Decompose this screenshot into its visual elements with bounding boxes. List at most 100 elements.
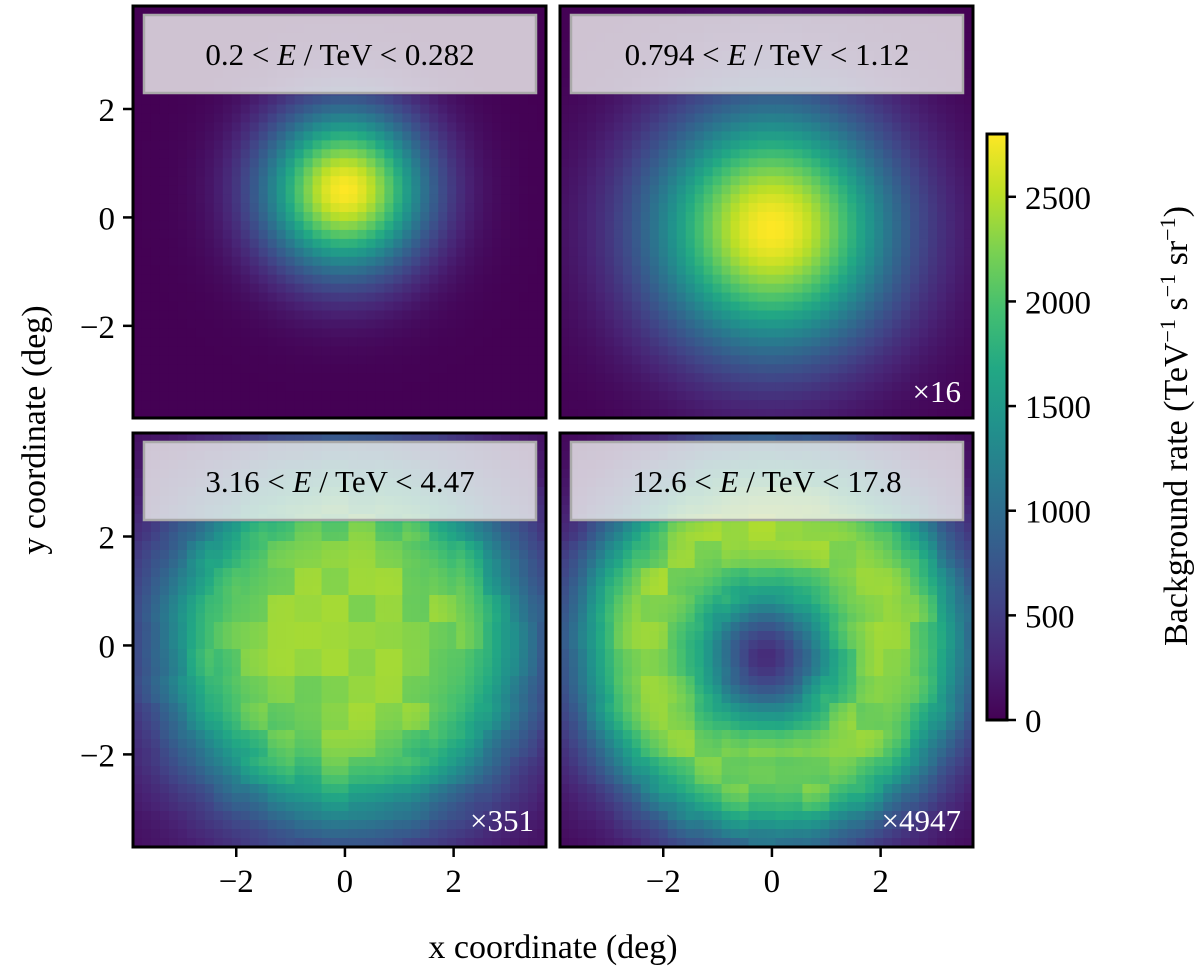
heatmap-cell: [456, 301, 466, 312]
heatmap-cell: [303, 247, 314, 258]
heatmap-cell: [204, 757, 215, 767]
heatmap-cell: [222, 577, 233, 587]
heatmap-cell: [883, 167, 893, 177]
heatmap-cell: [811, 319, 821, 330]
heatmap-cell: [141, 301, 152, 312]
heatmap-cell: [892, 355, 902, 365]
heatmap-cell: [231, 613, 242, 623]
heatmap-cell: [528, 328, 538, 338]
heatmap-cell: [474, 122, 484, 132]
heatmap-cell: [186, 712, 197, 722]
heatmap-cell: [267, 364, 278, 374]
heatmap-cell: [213, 775, 224, 785]
heatmap-cell: [150, 122, 161, 132]
heatmap-cell: [133, 32, 143, 43]
heatmap-cell: [159, 658, 170, 668]
heatmap-cell: [177, 122, 188, 132]
heatmap-cell: [829, 274, 839, 285]
heatmap-cell: [276, 131, 287, 141]
heatmap-cell: [141, 757, 152, 767]
heatmap-cell: [339, 328, 350, 338]
heatmap-cell: [267, 274, 278, 285]
heatmap-cell: [847, 328, 857, 338]
heatmap-cell: [577, 382, 588, 392]
heatmap-cell: [168, 613, 179, 623]
heatmap-cell: [240, 550, 251, 560]
heatmap-cell: [811, 382, 821, 392]
heatmap-cell: [150, 622, 161, 632]
heatmap-cell: [793, 140, 804, 150]
heatmap-cell: [946, 256, 956, 267]
heatmap-cell: [240, 721, 251, 731]
heatmap-cell: [384, 346, 394, 356]
heatmap-cell: [393, 185, 403, 195]
heatmap-cell: [348, 373, 359, 383]
heatmap-cell: [649, 337, 660, 347]
heatmap-cell: [604, 185, 615, 195]
heatmap-cell: [339, 355, 350, 365]
heatmap-cell: [937, 310, 947, 321]
heatmap-cell: [622, 373, 633, 383]
heatmap-cell: [595, 229, 606, 240]
heatmap-cell: [231, 649, 242, 659]
heatmap-cell: [204, 95, 215, 106]
heatmap-cell: [613, 346, 624, 356]
heatmap-cell: [640, 310, 651, 321]
heatmap-cell: [528, 140, 538, 150]
heatmap-cell: [703, 167, 714, 177]
heatmap-cell: [159, 364, 170, 374]
heatmap-cell: [560, 68, 570, 79]
heatmap-cell: [847, 140, 857, 150]
heatmap-cell: [267, 265, 278, 276]
heatmap-cell: [829, 220, 839, 231]
heatmap-cell: [267, 685, 278, 695]
heatmap-cell: [892, 113, 902, 124]
heatmap-cell: [150, 640, 161, 650]
heatmap-cell: [240, 355, 251, 365]
heatmap-cell: [631, 140, 642, 150]
heatmap-cell: [321, 158, 332, 168]
heatmap-cell: [901, 256, 911, 267]
heatmap-cell: [919, 176, 929, 186]
heatmap-cell: [537, 391, 546, 401]
heatmap-cell: [622, 194, 633, 204]
heatmap-cell: [168, 283, 179, 294]
heatmap-cell: [133, 757, 143, 767]
heatmap-cell: [910, 310, 920, 321]
heatmap-cell: [919, 265, 929, 276]
heatmap-cell: [384, 391, 394, 401]
heatmap-cell: [703, 194, 714, 204]
heatmap-cell: [604, 131, 615, 141]
heatmap-cell: [622, 229, 633, 240]
heatmap-cell: [793, 212, 804, 222]
heatmap-cell: [411, 113, 421, 124]
heatmap-cell: [168, 346, 179, 356]
heatmap-cell: [874, 6, 884, 16]
heatmap-cell: [820, 229, 830, 240]
heatmap-cell: [267, 757, 278, 767]
heatmap-cell: [357, 203, 368, 213]
heatmap-cell: [168, 604, 179, 614]
heatmap-cell: [447, 373, 457, 383]
heatmap-cell: [595, 337, 606, 347]
heatmap-cell: [177, 6, 188, 16]
heatmap-cell: [595, 292, 606, 303]
heatmap-cell: [150, 149, 161, 159]
heatmap-cell: [303, 364, 314, 374]
heatmap-cell: [474, 167, 484, 177]
heatmap-cell: [276, 595, 287, 605]
heatmap-cell: [420, 158, 430, 168]
heatmap-cell: [510, 346, 520, 356]
heatmap-cell: [622, 167, 633, 177]
heatmap-cell: [447, 229, 457, 240]
heatmap-cell: [847, 310, 857, 321]
heatmap-cell: [420, 301, 430, 312]
heatmap-cell: [465, 355, 475, 365]
heatmap-cell: [276, 140, 287, 150]
heatmap-cell: [838, 274, 848, 285]
heatmap-cell: [150, 613, 161, 623]
heatmap-cell: [640, 274, 651, 285]
heatmap-cell: [204, 220, 215, 231]
heatmap-cell: [510, 292, 520, 303]
heatmap-cell: [438, 265, 448, 276]
